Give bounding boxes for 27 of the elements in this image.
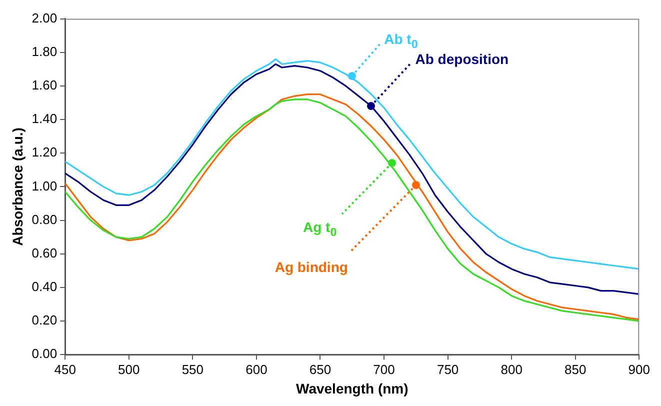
x-tick-label: 800 <box>500 362 522 377</box>
x-tick-label: 450 <box>54 362 76 377</box>
y-tick-label: 2.00 <box>32 10 58 26</box>
x-tick-label: 850 <box>564 362 586 377</box>
x-tick-label: 550 <box>182 362 204 377</box>
x-tick-label: 650 <box>309 362 332 377</box>
annotation: Ab deposition <box>415 51 509 68</box>
y-tick-label: 0.00 <box>32 346 58 362</box>
y-tick-label: 0.80 <box>32 212 58 227</box>
annotation: Ab t$_{0}$ <box>384 30 418 53</box>
y-tick-label: 1.00 <box>32 178 58 194</box>
x-tick-label: 500 <box>118 362 140 377</box>
x-tick-label: 750 <box>436 362 459 377</box>
x-tick-label: 600 <box>246 362 268 377</box>
y-tick-label: 1.40 <box>32 111 58 126</box>
y-tick-label: 0.60 <box>32 245 58 260</box>
y-tick-label: 0.40 <box>32 279 58 294</box>
x-axis-title: Wavelength (nm) <box>296 380 408 396</box>
y-tick-label: 1.80 <box>32 44 58 59</box>
y-tick-label: 0.20 <box>32 312 58 328</box>
y-tick-label: 1.20 <box>32 144 58 160</box>
x-tick-label: 700 <box>373 362 395 377</box>
y-tick-label: 1.60 <box>32 78 58 93</box>
y-axis-title: Absorbance (a.u.) <box>9 128 26 246</box>
annotation: Ag binding <box>274 259 348 276</box>
x-tick-label: 900 <box>628 362 650 377</box>
annotation: Ag t$_{0}$ <box>302 219 337 241</box>
